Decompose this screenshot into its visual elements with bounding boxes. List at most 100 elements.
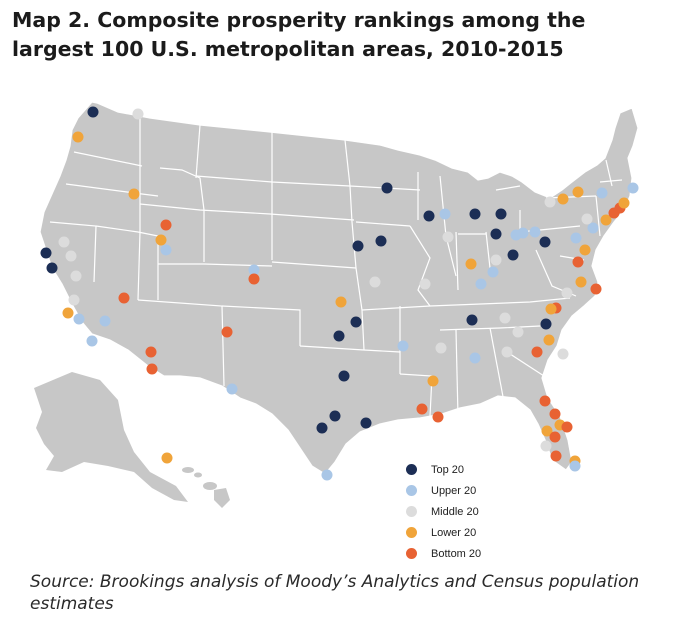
metro-dot — [40, 247, 52, 259]
legend-label: Bottom 20 — [431, 547, 482, 560]
metro-dot — [569, 460, 581, 472]
metro-dot — [128, 188, 140, 200]
metro-dot — [575, 276, 587, 288]
metro-dot — [549, 431, 561, 443]
metro-dot — [132, 108, 144, 120]
metro-dot — [557, 193, 569, 205]
metro-dot — [561, 287, 573, 299]
metro-dot — [442, 231, 454, 243]
metro-dot — [369, 276, 381, 288]
metro-dot — [581, 213, 593, 225]
metro-dot — [145, 346, 157, 358]
legend-dot-icon — [406, 485, 417, 496]
metro-dot — [155, 234, 167, 246]
metro-dot — [86, 335, 98, 347]
metro-dot — [490, 254, 502, 266]
metro-dot — [466, 314, 478, 326]
metro-dot — [539, 236, 551, 248]
legend-label: Lower 20 — [431, 526, 477, 539]
metro-dot — [529, 226, 541, 238]
metro-dot — [539, 395, 551, 407]
metro-dot — [160, 244, 172, 256]
metro-dot — [550, 450, 562, 462]
metro-dot — [572, 256, 584, 268]
metro-dot — [352, 240, 364, 252]
metro-dot — [439, 208, 451, 220]
map-title: Map 2. Composite prosperity rankings amo… — [12, 8, 586, 61]
legend-dot-icon — [406, 506, 417, 517]
metro-dot — [423, 210, 435, 222]
metro-dot — [160, 219, 172, 231]
metro-dot — [321, 469, 333, 481]
metro-dot — [618, 197, 630, 209]
metro-dot — [46, 262, 58, 274]
metro-dot — [68, 294, 80, 306]
metro-dot — [517, 227, 529, 239]
hawaii-islands — [182, 467, 230, 508]
metro-dot — [507, 249, 519, 261]
metro-dot — [99, 315, 111, 327]
metro-dot — [579, 244, 591, 256]
metro-dot — [375, 235, 387, 247]
metro-dot — [540, 318, 552, 330]
metro-dot — [350, 316, 362, 328]
metro-dot — [87, 106, 99, 118]
metro-dot — [487, 266, 499, 278]
metro-dot — [561, 421, 573, 433]
metro-dot — [469, 352, 481, 364]
metro-dot — [543, 334, 555, 346]
metro-dot — [501, 346, 513, 358]
metro-dot — [531, 346, 543, 358]
legend-item-middle-20: Middle 20 — [406, 501, 481, 522]
metro-dot — [544, 196, 556, 208]
legend-item-upper-20: Upper 20 — [406, 480, 481, 501]
legend: Top 20 Upper 20 Middle 20 Lower 20 Botto… — [406, 459, 481, 564]
metro-dot — [512, 326, 524, 338]
metro-dot — [490, 228, 502, 240]
legend-item-top-20: Top 20 — [406, 459, 481, 480]
metro-dot — [248, 273, 260, 285]
metro-dot — [432, 411, 444, 423]
metro-dot — [333, 330, 345, 342]
legend-dot-icon — [406, 548, 417, 559]
metro-dot — [545, 303, 557, 315]
metro-dot — [58, 236, 70, 248]
metro-dot — [596, 187, 608, 199]
legend-label: Top 20 — [431, 463, 465, 476]
metro-dot — [557, 348, 569, 360]
legend-label: Upper 20 — [431, 484, 477, 497]
metro-dot — [226, 383, 238, 395]
metro-dot — [335, 296, 347, 308]
metro-dot — [70, 270, 82, 282]
metro-dot — [360, 417, 372, 429]
metro-dot — [161, 452, 173, 464]
metro-dots — [40, 106, 639, 481]
metro-dot — [475, 278, 487, 290]
alaska-shape — [34, 372, 188, 502]
metro-dot — [65, 250, 77, 262]
metro-dot — [419, 278, 431, 290]
metro-dot — [381, 182, 393, 194]
metro-dot — [316, 422, 328, 434]
metro-dot — [435, 342, 447, 354]
metro-dot — [221, 326, 233, 338]
metro-dot — [499, 312, 511, 324]
metro-dot — [73, 313, 85, 325]
metro-dot — [627, 182, 639, 194]
metro-dot — [540, 440, 552, 452]
source-note: Source: Brookings analysis of Moody’s An… — [30, 572, 640, 614]
metro-dot — [248, 264, 260, 276]
metro-dot — [590, 283, 602, 295]
us-map — [34, 101, 639, 508]
metro-dot — [469, 208, 481, 220]
metro-dot — [397, 340, 409, 352]
legend-item-bottom-20: Bottom 20 — [406, 543, 481, 564]
legend-label: Middle 20 — [431, 505, 479, 518]
legend-item-lower-20: Lower 20 — [406, 522, 481, 543]
legend-dot-icon — [406, 527, 417, 538]
metro-dot — [495, 208, 507, 220]
metro-dot — [600, 214, 612, 226]
metro-dot — [118, 292, 130, 304]
contiguous-us-shape — [39, 101, 639, 475]
legend-dot-icon — [406, 464, 417, 475]
